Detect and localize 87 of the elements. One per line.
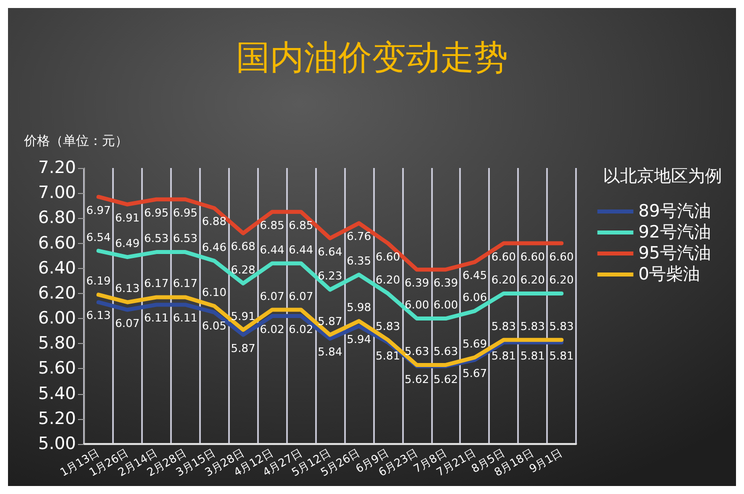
data-label: 6.60 <box>376 250 400 264</box>
data-label: 6.46 <box>202 240 226 254</box>
y-tick-label: 7.00 <box>38 183 76 204</box>
data-label: 5.91 <box>230 310 256 323</box>
data-label: 6.60 <box>549 250 574 264</box>
data-label: 5.81 <box>549 349 574 362</box>
data-label: 6.13 <box>86 309 111 322</box>
y-tick-label: 5.60 <box>38 358 76 379</box>
data-label: 6.49 <box>115 237 140 250</box>
y-tick-label: 7.20 <box>38 158 76 178</box>
data-label: 5.83 <box>520 320 545 333</box>
data-label: 5.83 <box>549 320 574 333</box>
data-label: 6.20 <box>549 273 574 286</box>
data-label: 5.69 <box>462 337 487 350</box>
data-label: 6.88 <box>202 215 226 228</box>
data-label: 5.83 <box>376 320 400 333</box>
y-tick-label: 5.80 <box>38 334 76 354</box>
y-tick-label: 6.20 <box>38 283 76 304</box>
data-label: 6.91 <box>115 211 140 224</box>
data-label: 6.53 <box>173 232 198 246</box>
data-label: 6.17 <box>144 277 169 290</box>
y-tick-label: 6.00 <box>38 308 76 329</box>
data-label: 6.00 <box>434 298 458 312</box>
data-label: 6.05 <box>202 319 226 332</box>
data-label: 6.02 <box>260 323 284 336</box>
data-label: 6.60 <box>491 250 516 264</box>
data-label: 6.54 <box>86 230 111 244</box>
data-label: 5.84 <box>318 346 342 359</box>
data-label: 6.85 <box>260 218 284 232</box>
data-label: 6.19 <box>86 274 111 288</box>
data-label: 6.06 <box>462 291 487 304</box>
data-label: 5.87 <box>230 342 256 355</box>
data-label: 5.83 <box>491 320 516 333</box>
y-axis-title: 价格（单位：元） <box>23 134 128 149</box>
legend-title: 以北京地区为例 <box>603 166 722 186</box>
data-label: 6.53 <box>144 232 169 246</box>
data-label: 6.44 <box>260 243 284 256</box>
data-label: 6.07 <box>260 290 284 303</box>
data-label: 6.07 <box>115 316 140 330</box>
data-label: 6.10 <box>202 286 226 299</box>
data-label: 5.62 <box>434 373 458 386</box>
legend-label: 89号汽油 <box>638 202 712 222</box>
data-label: 6.44 <box>288 243 314 256</box>
data-label: 6.97 <box>86 204 111 217</box>
data-label: 6.76 <box>346 230 372 244</box>
y-tick-label: 5.40 <box>38 384 76 404</box>
data-label: 6.13 <box>115 282 140 296</box>
data-label: 5.63 <box>404 344 430 358</box>
data-label: 6.95 <box>173 206 198 220</box>
data-label: 5.81 <box>376 349 400 362</box>
data-label: 6.60 <box>520 250 545 264</box>
y-tick-label: 5.00 <box>38 434 76 454</box>
data-label: 6.35 <box>346 254 372 268</box>
data-label: 5.94 <box>346 333 372 346</box>
data-label: 6.11 <box>173 312 198 325</box>
y-tick-label: 6.40 <box>38 258 76 278</box>
data-label: 6.85 <box>288 218 314 232</box>
data-label: 5.81 <box>491 349 516 362</box>
data-label: 6.28 <box>230 263 256 276</box>
data-label: 5.67 <box>462 366 487 380</box>
data-label: 6.45 <box>462 269 487 282</box>
data-label: 5.63 <box>434 344 458 358</box>
data-label: 6.39 <box>404 276 430 290</box>
data-label: 5.87 <box>318 314 342 328</box>
y-tick-label: 6.80 <box>38 208 76 228</box>
data-label: 6.39 <box>434 276 458 290</box>
data-label: 6.17 <box>173 277 198 290</box>
data-label: 6.68 <box>230 240 256 254</box>
y-tick-label: 6.60 <box>38 233 76 254</box>
legend-label: 0号柴油 <box>638 264 700 284</box>
data-label: 6.11 <box>144 312 169 325</box>
data-label: 5.81 <box>520 349 545 362</box>
y-tick-label: 5.20 <box>38 408 76 429</box>
data-label: 6.64 <box>318 245 342 258</box>
data-label: 6.95 <box>144 206 169 220</box>
data-label: 6.20 <box>376 273 400 286</box>
data-label: 6.02 <box>288 323 314 336</box>
legend-label: 92号汽油 <box>638 222 712 242</box>
legend-label: 95号汽油 <box>638 244 712 264</box>
data-label: 6.20 <box>520 273 545 286</box>
data-label: 5.62 <box>404 373 430 386</box>
data-label: 6.07 <box>288 290 314 303</box>
data-label: 5.98 <box>346 301 372 314</box>
data-label: 6.23 <box>318 270 342 283</box>
data-label: 6.20 <box>491 273 516 286</box>
chart-title: 国内油价变动走势 <box>236 38 508 78</box>
data-label: 6.00 <box>404 298 430 312</box>
